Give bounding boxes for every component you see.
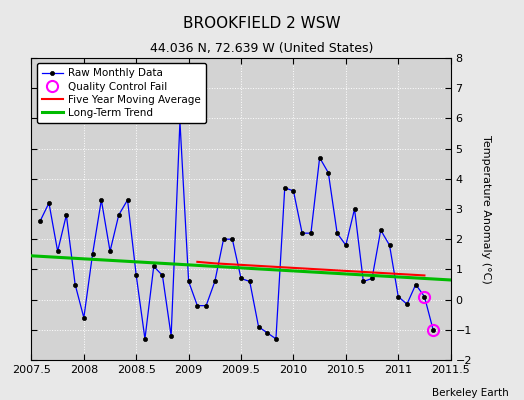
Raw Monthly Data	[316, 155, 323, 160]
Raw Monthly Data	[395, 294, 401, 299]
Raw Monthly Data	[247, 279, 253, 284]
Legend: Raw Monthly Data, Quality Control Fail, Five Year Moving Average, Long-Term Tren: Raw Monthly Data, Quality Control Fail, …	[37, 63, 206, 123]
Raw Monthly Data	[430, 327, 436, 332]
Raw Monthly Data	[212, 279, 218, 284]
Raw Monthly Data	[142, 336, 148, 341]
Five Year Moving Average	[238, 262, 244, 267]
Raw Monthly Data	[177, 119, 183, 124]
Raw Monthly Data	[81, 315, 87, 320]
Raw Monthly Data	[238, 276, 244, 281]
Text: Berkeley Earth: Berkeley Earth	[432, 388, 508, 398]
Raw Monthly Data	[281, 186, 288, 190]
Raw Monthly Data	[37, 219, 43, 224]
Quality Control Fail	[430, 327, 436, 332]
Raw Monthly Data	[264, 330, 270, 335]
Raw Monthly Data	[352, 206, 358, 211]
Raw Monthly Data	[203, 303, 209, 308]
Raw Monthly Data	[325, 170, 332, 175]
Raw Monthly Data	[185, 279, 192, 284]
Raw Monthly Data	[116, 213, 122, 218]
Raw Monthly Data	[63, 213, 70, 218]
Raw Monthly Data	[124, 198, 130, 202]
Raw Monthly Data	[194, 303, 201, 308]
Raw Monthly Data	[334, 231, 340, 236]
Raw Monthly Data	[308, 231, 314, 236]
Raw Monthly Data	[255, 324, 261, 329]
Five Year Moving Average	[421, 273, 428, 278]
Five Year Moving Average	[212, 261, 218, 266]
Text: BROOKFIELD 2 WSW: BROOKFIELD 2 WSW	[183, 16, 341, 31]
Raw Monthly Data	[360, 279, 366, 284]
Raw Monthly Data	[54, 249, 61, 254]
Raw Monthly Data	[378, 228, 384, 232]
Five Year Moving Average	[395, 272, 401, 276]
Raw Monthly Data	[369, 276, 375, 281]
Raw Monthly Data	[221, 237, 227, 242]
Five Year Moving Average	[343, 268, 349, 273]
Line: Five Year Moving Average: Five Year Moving Average	[198, 262, 424, 276]
Raw Monthly Data	[290, 188, 297, 193]
Raw Monthly Data	[343, 243, 349, 248]
Raw Monthly Data	[98, 198, 104, 202]
Five Year Moving Average	[369, 270, 375, 275]
Raw Monthly Data	[404, 302, 410, 306]
Raw Monthly Data	[46, 200, 52, 205]
Raw Monthly Data	[299, 231, 305, 236]
Raw Monthly Data	[107, 249, 113, 254]
Raw Monthly Data	[90, 252, 96, 257]
Y-axis label: Temperature Anomaly (°C): Temperature Anomaly (°C)	[482, 135, 492, 283]
Raw Monthly Data	[150, 264, 157, 269]
Raw Monthly Data	[421, 294, 428, 299]
Raw Monthly Data	[168, 334, 174, 338]
Raw Monthly Data	[412, 282, 419, 287]
Quality Control Fail	[421, 294, 428, 299]
Text: 44.036 N, 72.639 W (United States): 44.036 N, 72.639 W (United States)	[150, 42, 374, 55]
Five Year Moving Average	[264, 264, 270, 269]
Five Year Moving Average	[194, 260, 201, 264]
Raw Monthly Data	[72, 282, 78, 287]
Raw Monthly Data	[273, 336, 279, 341]
Line: Raw Monthly Data: Raw Monthly Data	[38, 119, 435, 341]
Raw Monthly Data	[159, 273, 166, 278]
Five Year Moving Average	[316, 267, 323, 272]
Raw Monthly Data	[229, 237, 235, 242]
Line: Quality Control Fail: Quality Control Fail	[419, 291, 439, 335]
Raw Monthly Data	[133, 273, 139, 278]
Raw Monthly Data	[386, 243, 392, 248]
Five Year Moving Average	[290, 266, 297, 270]
